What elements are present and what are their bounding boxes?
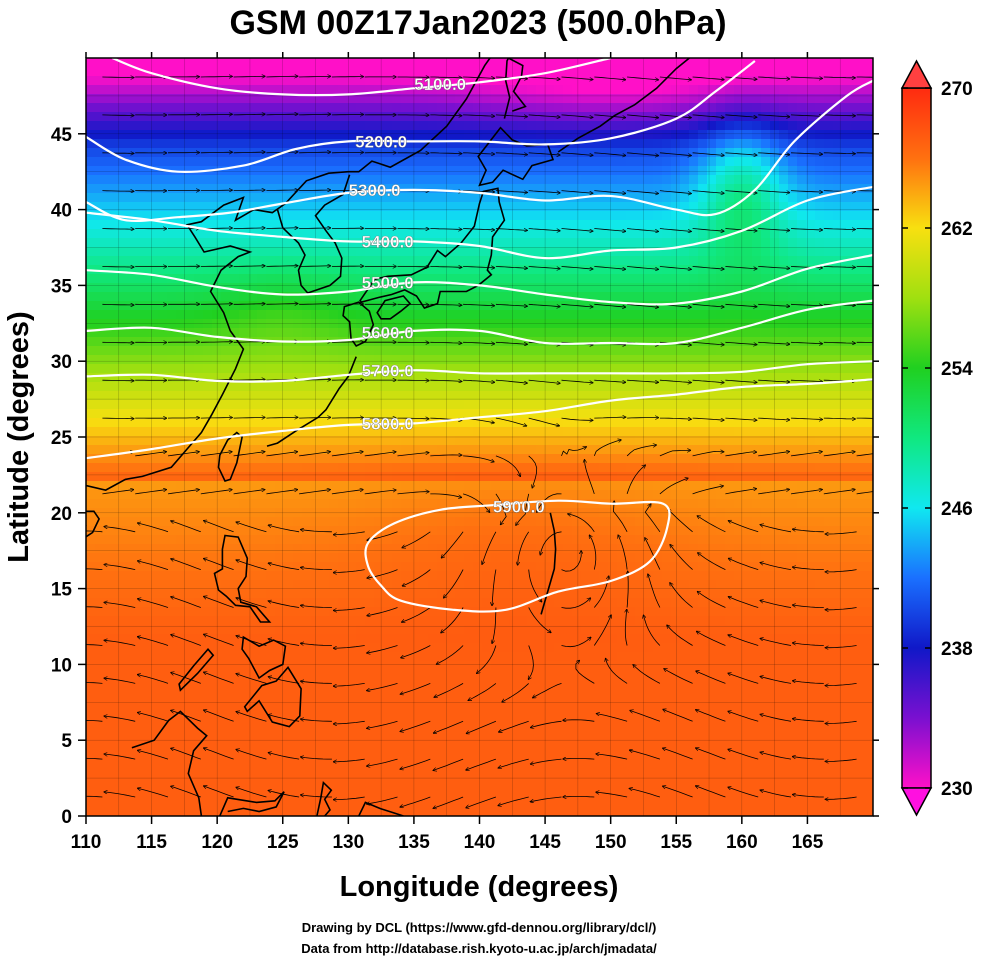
y-tick-label: 35 bbox=[51, 276, 73, 297]
y-tick-label: 40 bbox=[51, 201, 72, 222]
contour-line bbox=[86, 378, 873, 460]
map-title: GSM 00Z17Jan2023 (500.0hPa) bbox=[229, 4, 726, 42]
x-tick-label: 165 bbox=[792, 832, 824, 853]
coast-sulawesi bbox=[219, 791, 285, 816]
coast-taiwan bbox=[217, 431, 243, 482]
credit-drawing: Drawing by DCL (https://www.gfd-dennou.o… bbox=[302, 920, 657, 935]
y-tick-label: 45 bbox=[51, 125, 73, 146]
coast-kurils bbox=[557, 58, 690, 153]
y-tick-label: 20 bbox=[51, 504, 72, 525]
plot-area: 5100.0 5200.0 5300.0 5400.0 5500.0 5600.0 5700… bbox=[85, 57, 874, 817]
coast-shikoku bbox=[376, 295, 412, 320]
contour-line bbox=[86, 79, 873, 223]
coast-mariana bbox=[540, 512, 557, 615]
x-tick-label: 135 bbox=[398, 832, 430, 853]
colorbar: 270 262 254 246 238 230 bbox=[900, 59, 973, 817]
coast-mindanao bbox=[243, 666, 302, 728]
coast-borneo bbox=[131, 710, 208, 816]
coast-new-guinea bbox=[358, 801, 404, 816]
contour-line bbox=[86, 360, 873, 383]
coast-honshu bbox=[359, 187, 506, 310]
y-tick-label: 25 bbox=[51, 428, 73, 449]
coast-hainan bbox=[86, 510, 101, 538]
x-tick-label: 115 bbox=[136, 832, 167, 853]
contour-line bbox=[364, 499, 671, 613]
contour-line bbox=[86, 60, 756, 173]
x-tick-label: 155 bbox=[660, 832, 692, 853]
colorbar-ticks: 270 262 254 246 238 230 bbox=[902, 79, 973, 800]
contour-label: 5100.0 bbox=[414, 75, 466, 94]
x-axis-ticks: 110 115 120 125 130 135 140 145 150 155 160 165 bbox=[71, 52, 824, 853]
contour-label: 5900.0 bbox=[493, 498, 545, 517]
contour-label: 5700.0 bbox=[362, 361, 414, 380]
colorbar-tick-label: 238 bbox=[941, 639, 973, 660]
coast-ryukyu bbox=[266, 356, 357, 447]
contour-label: 5800.0 bbox=[362, 414, 414, 433]
y-axis-label: Latitude (degrees) bbox=[3, 311, 35, 562]
colorbar-tick-label: 246 bbox=[941, 499, 973, 520]
y-tick-label: 10 bbox=[51, 655, 72, 676]
coast-china-mainland bbox=[86, 58, 491, 491]
contour-label: 5600.0 bbox=[362, 323, 414, 342]
colorbar-tick-label: 230 bbox=[941, 779, 973, 800]
coast-luzon bbox=[213, 534, 272, 623]
x-tick-label: 150 bbox=[595, 832, 627, 853]
coast-kyushu bbox=[342, 301, 375, 348]
coast-visayas bbox=[241, 635, 287, 680]
contour-label: 5300.0 bbox=[349, 181, 401, 200]
x-tick-label: 125 bbox=[267, 832, 299, 853]
y-tick-label: 15 bbox=[51, 580, 73, 601]
colorbar-tick-label: 254 bbox=[941, 359, 973, 380]
coast-palawan bbox=[178, 647, 215, 692]
y-axis-ticks: 0 5 10 15 20 25 30 35 40 45 bbox=[51, 125, 879, 828]
contour-label: 5500.0 bbox=[362, 273, 414, 292]
credit-data: Data from http://database.rish.kyoto-u.a… bbox=[301, 941, 657, 956]
y-tick-label: 0 bbox=[61, 807, 72, 828]
x-axis-label: Longitude (degrees) bbox=[340, 871, 619, 903]
x-tick-label: 160 bbox=[726, 832, 758, 853]
y-tick-label: 30 bbox=[51, 352, 72, 373]
coast-halmahera bbox=[316, 780, 333, 816]
colorbar-gradient bbox=[901, 87, 932, 789]
x-tick-label: 110 bbox=[71, 832, 102, 853]
colorbar-max-triangle bbox=[900, 59, 933, 89]
contour-line bbox=[86, 299, 873, 346]
x-tick-label: 120 bbox=[201, 832, 233, 853]
contour-label: 5400.0 bbox=[362, 232, 414, 251]
coastlines bbox=[86, 58, 690, 816]
height-contours: 5100.0 5200.0 5300.0 5400.0 5500.0 5600.0 5700… bbox=[86, 58, 873, 613]
y-tick-label: 5 bbox=[61, 731, 72, 752]
gridlines bbox=[86, 58, 873, 816]
wind-streamlines bbox=[86, 76, 873, 808]
x-tick-label: 140 bbox=[464, 832, 496, 853]
x-tick-label: 130 bbox=[332, 832, 364, 853]
x-tick-label: 145 bbox=[529, 832, 561, 853]
contour-line bbox=[111, 58, 611, 97]
contour-line bbox=[86, 185, 873, 260]
colorbar-min-triangle bbox=[900, 787, 933, 817]
contour-label: 5200.0 bbox=[355, 132, 407, 151]
coast-sakhalin bbox=[503, 58, 527, 119]
contour-line bbox=[86, 254, 873, 306]
coast-korea bbox=[276, 174, 351, 294]
colorbar-tick-label: 270 bbox=[941, 79, 973, 100]
colorbar-tick-label: 262 bbox=[941, 219, 973, 240]
